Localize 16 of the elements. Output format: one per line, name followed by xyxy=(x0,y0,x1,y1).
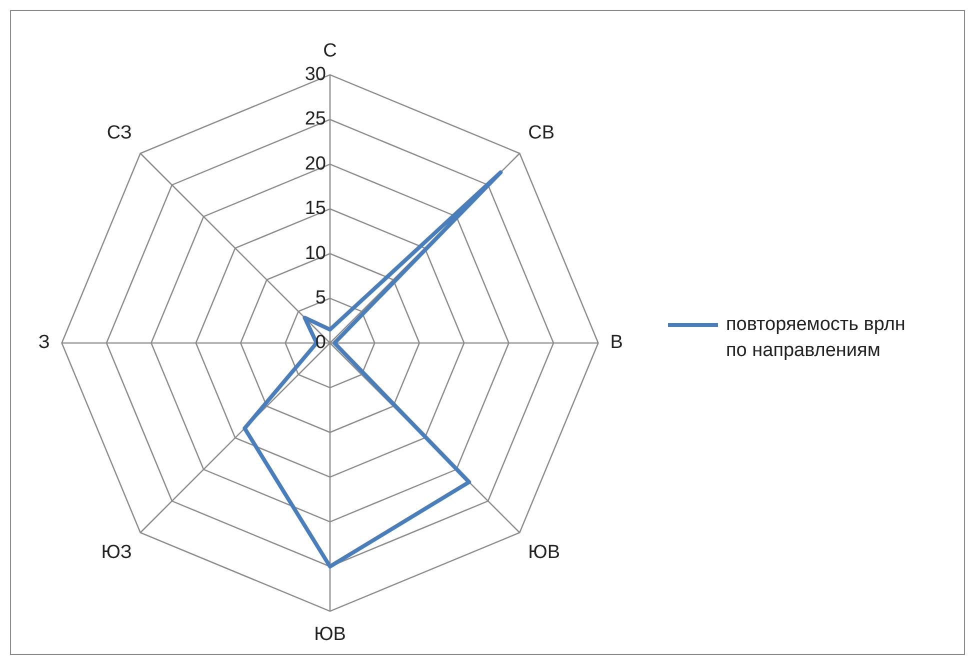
spoke-label: ЮВ xyxy=(528,542,560,563)
y-tick-label: 25 xyxy=(304,108,326,130)
spoke-label: СВ xyxy=(528,122,555,144)
spoke-label: СЗ xyxy=(106,122,132,144)
y-tick-label: 30 xyxy=(304,64,326,86)
y-tick-label: 0 xyxy=(315,332,326,354)
spoke-label: З xyxy=(38,332,50,354)
y-tick-label: 15 xyxy=(304,198,326,220)
y-tick-label: 20 xyxy=(304,153,326,174)
y-tick-label: 10 xyxy=(304,242,326,264)
spoke-label: В xyxy=(610,332,623,354)
spoke-label: ЮЗ xyxy=(101,542,132,563)
spoke-label: С xyxy=(323,40,337,62)
legend-label: повторяемость врлн по направлениям xyxy=(726,313,906,363)
spoke-label: ЮВ xyxy=(314,624,346,645)
y-tick-label: 5 xyxy=(315,288,326,309)
